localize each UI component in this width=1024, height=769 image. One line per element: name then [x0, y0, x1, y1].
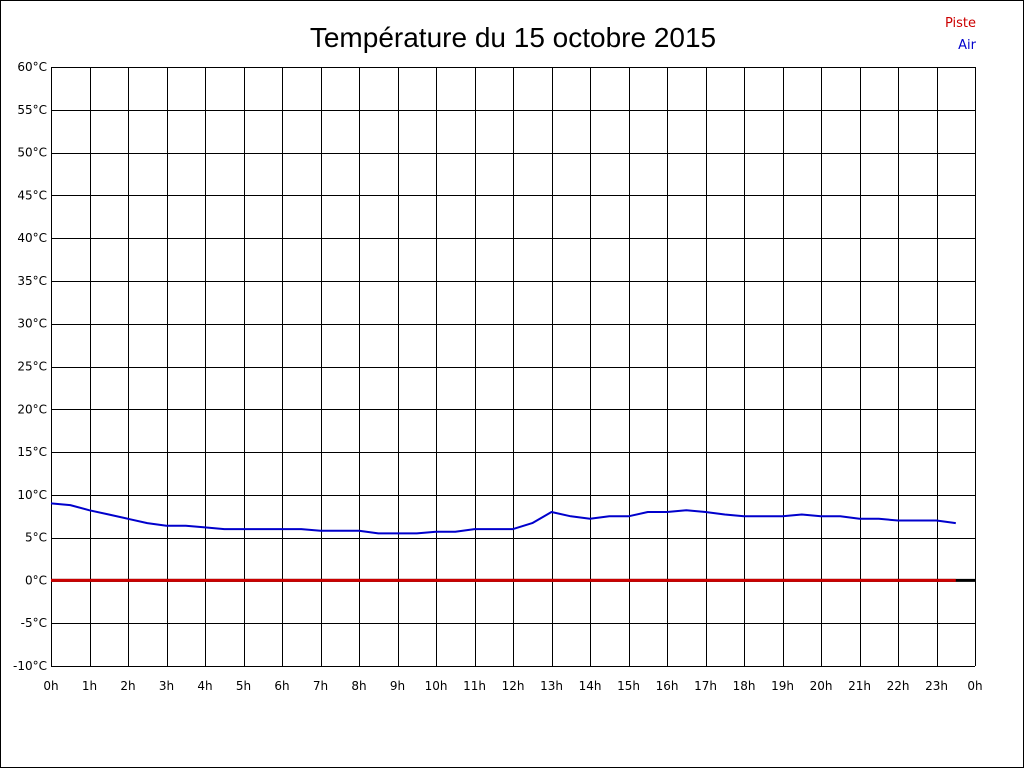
y-tick-label: 0°C — [25, 573, 47, 587]
x-tick-label: 20h — [810, 679, 833, 693]
x-tick-label: 3h — [159, 679, 174, 693]
y-tick-label: 15°C — [17, 445, 47, 459]
x-tick-label: 12h — [502, 679, 525, 693]
x-tick-label: 15h — [617, 679, 640, 693]
y-tick-label: 5°C — [25, 531, 47, 545]
x-tick-label: 17h — [694, 679, 717, 693]
x-tick-label: 0h — [43, 679, 58, 693]
x-tick-label: 14h — [579, 679, 602, 693]
x-tick-label: 21h — [848, 679, 871, 693]
y-tick-label: -5°C — [21, 616, 47, 630]
x-tick-label: 7h — [313, 679, 328, 693]
legend-entry-piste: Piste — [945, 16, 976, 31]
y-tick-label: 25°C — [17, 360, 47, 374]
y-tick-label: 40°C — [17, 231, 47, 245]
x-tick-label: 8h — [351, 679, 366, 693]
x-tick-label: 11h — [463, 679, 486, 693]
y-tick-label: 60°C — [17, 60, 47, 74]
series-line-air — [50, 502, 956, 535]
x-tick-label: 0h — [967, 679, 982, 693]
x-tick-label: 16h — [656, 679, 679, 693]
legend-entry-air: Air — [958, 38, 977, 53]
x-tick-label: 2h — [120, 679, 135, 693]
x-tick-label: 22h — [887, 679, 910, 693]
y-tick-label: 35°C — [17, 274, 47, 288]
y-tick-label: 55°C — [17, 103, 47, 117]
x-tick-label: 5h — [236, 679, 251, 693]
chart-title: Température du 15 octobre 2015 — [310, 22, 716, 53]
x-tick-label: 6h — [274, 679, 289, 693]
x-tick-label: 13h — [540, 679, 563, 693]
x-tick-label: 19h — [771, 679, 794, 693]
x-tick-label: 9h — [390, 679, 405, 693]
y-tick-label: -10°C — [13, 659, 47, 673]
y-tick-label: 30°C — [17, 317, 47, 331]
y-tick-label: 10°C — [17, 488, 47, 502]
x-tick-label: 1h — [82, 679, 97, 693]
y-tick-label: 20°C — [17, 402, 47, 416]
x-tick-label: 4h — [197, 679, 212, 693]
x-tick-label: 18h — [733, 679, 756, 693]
y-tick-label: 45°C — [17, 188, 47, 202]
y-tick-label: 50°C — [17, 146, 47, 160]
x-tick-label: 23h — [925, 679, 948, 693]
x-tick-label: 10h — [425, 679, 448, 693]
